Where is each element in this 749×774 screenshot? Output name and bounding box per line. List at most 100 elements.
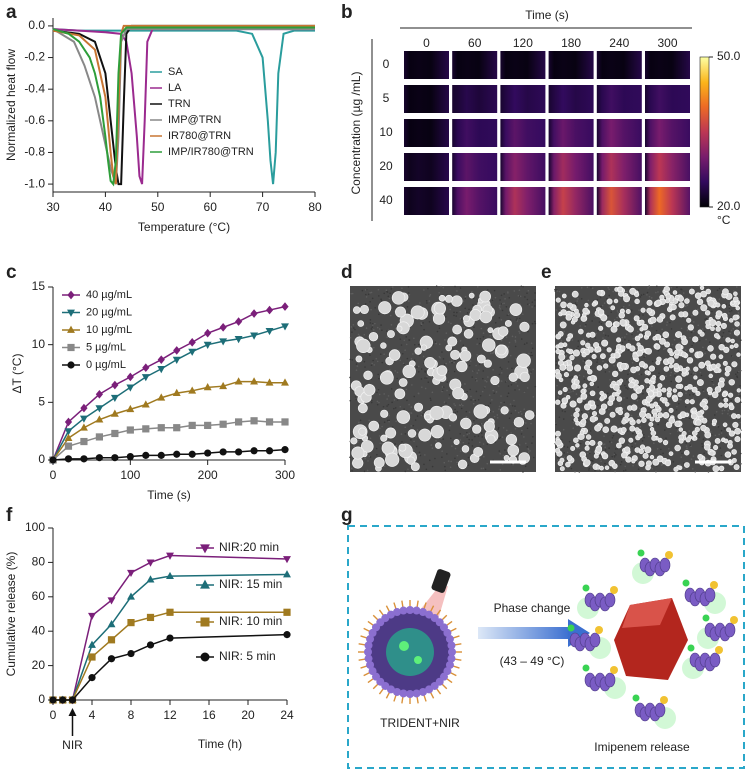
particle bbox=[432, 312, 446, 325]
particle bbox=[639, 410, 647, 418]
legend-label: NIR:20 min bbox=[219, 540, 279, 554]
y-tick-label: 10 bbox=[32, 337, 46, 351]
particle bbox=[731, 361, 738, 368]
sem-noise bbox=[534, 305, 536, 307]
sem-noise bbox=[443, 401, 446, 403]
particle bbox=[486, 434, 496, 444]
sem-noise bbox=[721, 335, 724, 338]
sem-noise bbox=[646, 293, 648, 296]
sem-noise bbox=[500, 339, 503, 342]
sem-noise bbox=[498, 306, 501, 308]
y-tick-label: 15 bbox=[32, 279, 46, 293]
sem-noise bbox=[507, 291, 509, 293]
sem-noise bbox=[528, 303, 531, 306]
sem-noise bbox=[482, 467, 485, 470]
particle bbox=[444, 294, 453, 303]
particle bbox=[639, 444, 646, 450]
process-arrow bbox=[478, 627, 570, 639]
marker bbox=[219, 338, 228, 346]
lipid-cluster bbox=[704, 587, 716, 603]
particle bbox=[606, 298, 613, 305]
particle bbox=[388, 349, 401, 361]
sem-noise bbox=[376, 391, 378, 394]
sem-noise bbox=[597, 329, 599, 332]
particle bbox=[640, 307, 646, 313]
sem-noise bbox=[679, 463, 681, 466]
sem-noise bbox=[596, 298, 599, 301]
particle bbox=[406, 456, 416, 465]
sem-noise bbox=[428, 295, 431, 297]
particle bbox=[736, 352, 741, 357]
sem-noise bbox=[494, 322, 497, 324]
particle bbox=[507, 444, 520, 457]
sem-noise bbox=[424, 371, 427, 373]
sem-noise bbox=[526, 342, 528, 344]
sem-noise bbox=[708, 341, 711, 343]
sem-noise bbox=[378, 328, 381, 330]
sem-noise bbox=[420, 323, 423, 326]
particle bbox=[697, 453, 704, 460]
x-tick-label: 50 bbox=[151, 200, 165, 214]
sem-noise bbox=[720, 432, 723, 434]
particle bbox=[700, 424, 707, 432]
sem-noise bbox=[359, 419, 362, 422]
sem-noise bbox=[378, 377, 380, 380]
sem-noise bbox=[400, 344, 403, 346]
sem-noise bbox=[659, 454, 662, 456]
sem-noise bbox=[514, 345, 517, 348]
particle bbox=[476, 354, 486, 364]
sem-noise bbox=[532, 435, 534, 438]
sem-noise bbox=[394, 327, 397, 330]
sem-noise bbox=[579, 442, 582, 445]
particle bbox=[602, 426, 610, 434]
sem-noise bbox=[577, 345, 579, 348]
sem-noise bbox=[505, 305, 508, 308]
sem-noise bbox=[503, 401, 505, 404]
sem-noise bbox=[446, 453, 448, 455]
sem-noise bbox=[721, 328, 723, 331]
particle bbox=[589, 439, 596, 446]
sem-noise bbox=[511, 405, 514, 407]
sem-noise bbox=[372, 359, 374, 362]
sem-noise bbox=[390, 324, 393, 326]
particle bbox=[718, 465, 725, 472]
sem-noise bbox=[530, 371, 532, 373]
sem-noise bbox=[410, 412, 413, 414]
sem-noise bbox=[613, 319, 616, 321]
sem-noise bbox=[641, 440, 644, 442]
sem-noise bbox=[459, 287, 462, 289]
particle bbox=[424, 357, 436, 369]
sem-noise bbox=[441, 389, 444, 391]
sem-noise bbox=[377, 388, 380, 391]
sem-noise bbox=[728, 330, 730, 333]
sem-noise bbox=[349, 376, 351, 379]
particle bbox=[599, 395, 606, 401]
marker bbox=[200, 652, 210, 662]
sem-noise bbox=[645, 385, 648, 387]
lipid-cluster bbox=[654, 702, 666, 718]
drug bbox=[637, 549, 645, 557]
sem-noise bbox=[406, 306, 409, 308]
sem-noise bbox=[624, 384, 626, 387]
sem-noise bbox=[390, 388, 393, 390]
particle bbox=[591, 354, 597, 360]
sem-noise bbox=[580, 410, 583, 413]
sem-noise bbox=[518, 317, 521, 320]
sem-noise bbox=[723, 428, 726, 430]
particle bbox=[380, 342, 387, 349]
sem-noise bbox=[424, 387, 427, 390]
particle bbox=[597, 440, 603, 446]
sem-noise bbox=[694, 372, 697, 375]
sem-noise bbox=[599, 340, 601, 343]
sem-noise bbox=[657, 375, 659, 378]
particle bbox=[573, 379, 580, 385]
sem-noise bbox=[588, 469, 590, 471]
particle bbox=[692, 336, 699, 343]
panel-label: b bbox=[341, 2, 353, 23]
sem-noise bbox=[492, 410, 495, 413]
sem-noise bbox=[534, 299, 536, 301]
heat-cell bbox=[548, 187, 594, 215]
sem-noise bbox=[532, 456, 535, 459]
lipid-head bbox=[412, 689, 421, 698]
sem-noise bbox=[507, 385, 510, 387]
